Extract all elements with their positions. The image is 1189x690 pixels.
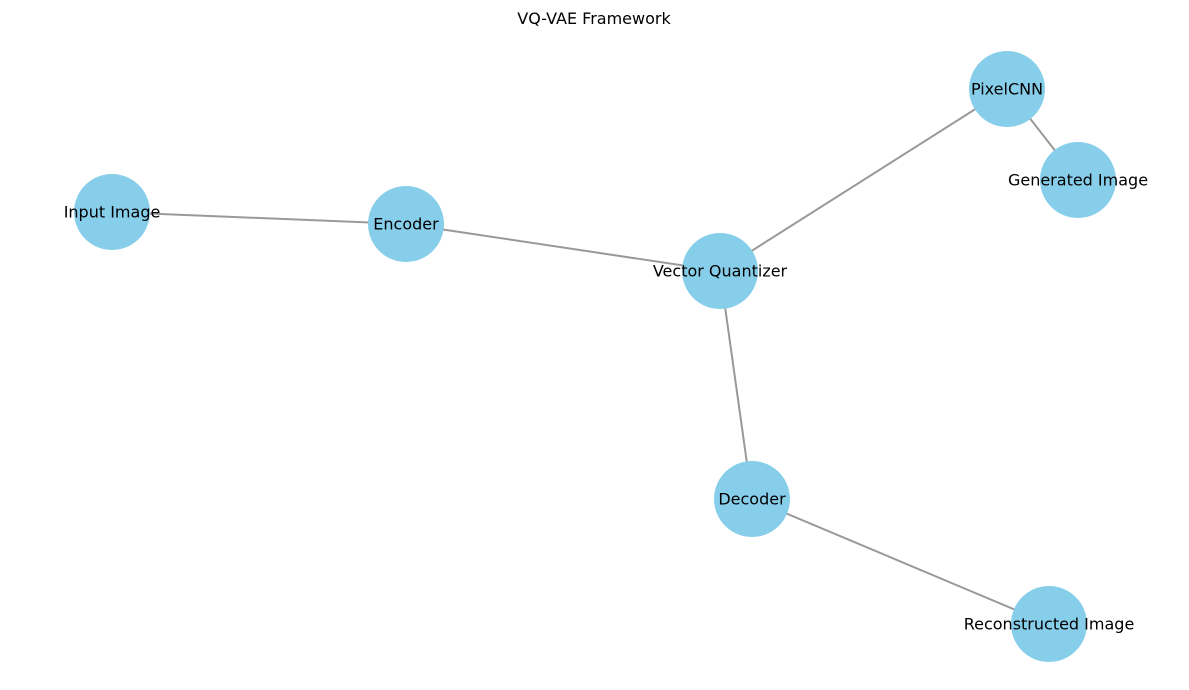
node-vector-quantizer: Vector Quantizer [653,233,788,309]
diagram-title: VQ-VAE Framework [517,9,671,28]
node-label-encoder: Encoder [373,215,439,234]
node-reconstructed-image: Reconstructed Image [964,586,1135,662]
node-circle-vector-quantizer [682,233,758,309]
node-generated-image: Generated Image [1008,142,1148,218]
node-circle-encoder [368,186,444,262]
node-pixelcnn: PixelCNN [969,51,1045,127]
edges-layer [111,88,1079,625]
node-label-input-image: Input Image [64,203,161,222]
edge-decoder-to-reconstructed-image [751,498,1050,625]
node-label-pixelcnn: PixelCNN [971,80,1043,99]
node-circle-pixelcnn [969,51,1045,127]
node-decoder: Decoder [714,461,790,537]
edge-encoder-to-vector-quantizer [405,223,721,272]
edge-vector-quantizer-to-decoder [719,270,753,500]
edge-input-image-to-encoder [111,211,407,225]
edge-vector-quantizer-to-pixelcnn [719,88,1008,272]
node-circle-decoder [714,461,790,537]
node-label-reconstructed-image: Reconstructed Image [964,615,1135,634]
node-label-generated-image: Generated Image [1008,171,1148,190]
node-label-decoder: Decoder [718,490,786,509]
node-label-vector-quantizer: Vector Quantizer [653,262,788,281]
nodes-layer: Input Image Encoder Vector Quantizer PixelC… [64,51,1148,662]
node-input-image: Input Image [64,174,161,250]
node-circle-input-image [74,174,150,250]
node-circle-generated-image [1040,142,1116,218]
node-circle-reconstructed-image [1011,586,1087,662]
node-encoder: Encoder [368,186,444,262]
